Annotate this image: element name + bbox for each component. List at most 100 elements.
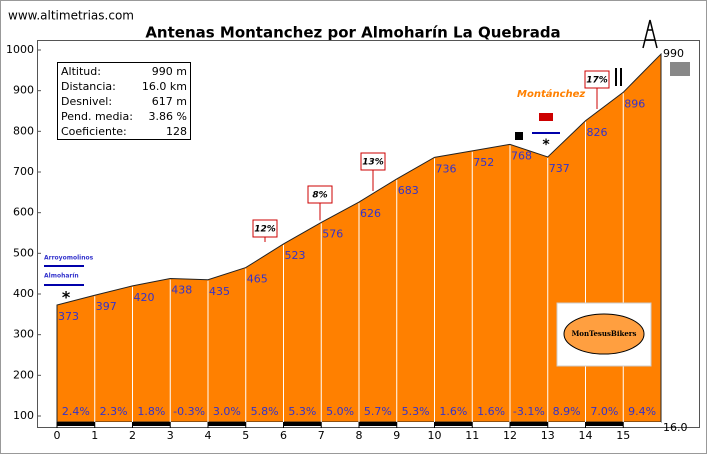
logo-text: MonTesusBikers [572, 329, 637, 338]
altitude-label: 465 [247, 273, 268, 286]
km-strip [623, 422, 661, 426]
place-label: Almoharín [44, 273, 79, 280]
grade-label: -0.3% [173, 405, 205, 418]
icon [515, 132, 523, 140]
x-tick-label: 0 [54, 429, 61, 442]
grade-label: 2.3% [100, 405, 128, 418]
altitude-label: 736 [436, 162, 457, 175]
steep-label: 17% [586, 76, 608, 86]
altitude-label: 523 [285, 249, 306, 262]
altitude-label: 435 [209, 285, 230, 298]
altitude-label: 373 [58, 310, 79, 323]
x-tick-label: 10 [428, 429, 442, 442]
altitude-label: 397 [96, 300, 117, 313]
x-tick-label: 3 [167, 429, 174, 442]
x-tick-label: 8 [356, 429, 363, 442]
km-strip [472, 422, 510, 426]
steep-label: 8% [312, 191, 327, 201]
end-label: 16.0 [663, 421, 688, 434]
x-tick-label: 7 [318, 429, 325, 442]
info-value: 617 m [152, 95, 187, 108]
grade-label: 1.8% [137, 405, 165, 418]
steep-box [360, 152, 386, 171]
altitude-label: 576 [322, 227, 343, 240]
y-tick-label: 700 [13, 165, 34, 178]
km-strip [208, 422, 246, 426]
info-value: 16.0 km [142, 80, 187, 93]
tower-icon [642, 19, 658, 49]
info-label: Pend. media: [61, 110, 133, 123]
grade-label: 2.4% [62, 405, 90, 418]
altitude-label: 683 [398, 184, 419, 197]
info-label: Coeficiente: [61, 125, 127, 138]
site: www.altimetrias.com [8, 9, 134, 23]
y-tick-label: 200 [13, 368, 34, 381]
altitude-label: 752 [473, 156, 494, 169]
y-tick-label: 500 [13, 246, 34, 259]
y-tick-label: 600 [13, 206, 34, 219]
plot-frame [37, 40, 700, 428]
km-strip [245, 422, 284, 426]
grade-label: 5.7% [364, 405, 392, 418]
grade-label: 5.8% [251, 405, 279, 418]
info-label: Desnivel: [61, 95, 112, 108]
km-strip [321, 422, 359, 426]
km-strip [510, 422, 548, 426]
grade-label: -3.1% [513, 405, 545, 418]
chart-title: Antenas Montanchez por Almoharín La Queb… [145, 24, 560, 42]
km-strip [359, 422, 397, 426]
y-tick-label: 300 [13, 328, 34, 341]
km-strip [396, 422, 435, 426]
grade-label: 1.6% [477, 405, 505, 418]
info-value: 128 [166, 125, 187, 138]
km-strip [434, 422, 473, 426]
x-tick-label: 9 [393, 429, 400, 442]
info-value: 3.86 % [149, 110, 187, 123]
grade-label: 5.3% [288, 405, 316, 418]
grade-label: 1.6% [439, 405, 467, 418]
x-tick-label: 2 [129, 429, 136, 442]
grade-label: 9.4% [628, 405, 656, 418]
x-tick-label: 11 [465, 429, 479, 442]
km-strip [585, 422, 624, 426]
x-tick-label: 1 [91, 429, 98, 442]
altitude-label: 768 [511, 149, 532, 162]
marker: * [62, 288, 71, 307]
y-tick-label: 100 [13, 409, 34, 422]
km-strip [547, 422, 586, 426]
x-tick-label: 4 [205, 429, 212, 442]
steep-label: 13% [362, 158, 384, 168]
icon [539, 113, 553, 121]
x-tick-label: 5 [242, 429, 249, 442]
place-label: Arroyomolinos [44, 255, 94, 262]
grade-label: 8.9% [553, 405, 581, 418]
x-tick-label: 12 [503, 429, 517, 442]
altitude-label: 826 [587, 126, 608, 139]
altitude-label: 896 [624, 97, 645, 110]
steep-label: 12% [254, 225, 276, 235]
y-tick-label: 1000 [6, 43, 34, 56]
marker: * [542, 137, 550, 153]
steep-box [584, 70, 610, 89]
x-tick-label: 14 [579, 429, 593, 442]
x-tick-label: 15 [616, 429, 630, 442]
km-strip [283, 422, 322, 426]
place-label: Montánchez [517, 88, 585, 100]
altitude-label: 438 [171, 284, 192, 297]
info-label: Altitud: [61, 65, 101, 78]
altitude-label: 990 [663, 47, 684, 60]
km-strip [94, 422, 133, 426]
km-strip [132, 422, 171, 426]
km-strip [57, 422, 95, 426]
km-strip [170, 422, 208, 426]
grade-label: 7.0% [590, 405, 618, 418]
info-box [57, 62, 191, 140]
x-tick-label: 6 [280, 429, 287, 442]
grade-label: 5.3% [402, 405, 430, 418]
info-label: Distancia: [61, 80, 116, 93]
y-tick-label: 900 [13, 84, 34, 97]
steep-box [307, 185, 333, 204]
steep-box [252, 219, 278, 238]
grade-label: 3.0% [213, 405, 241, 418]
